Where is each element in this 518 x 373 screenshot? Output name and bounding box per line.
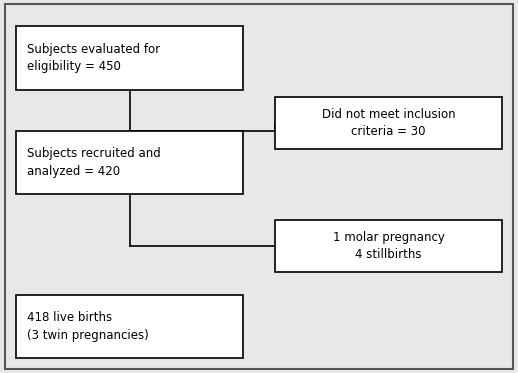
Text: Did not meet inclusion
criteria = 30: Did not meet inclusion criteria = 30 (322, 108, 455, 138)
Text: 1 molar pregnancy
4 stillbirths: 1 molar pregnancy 4 stillbirths (333, 231, 444, 261)
FancyBboxPatch shape (16, 26, 243, 90)
Text: Subjects evaluated for
eligibility = 450: Subjects evaluated for eligibility = 450 (27, 43, 160, 73)
FancyBboxPatch shape (275, 220, 502, 272)
FancyBboxPatch shape (275, 97, 502, 149)
FancyBboxPatch shape (16, 131, 243, 194)
Text: 418 live births
(3 twin pregnancies): 418 live births (3 twin pregnancies) (27, 311, 149, 342)
FancyBboxPatch shape (16, 295, 243, 358)
Text: Subjects recruited and
analyzed = 420: Subjects recruited and analyzed = 420 (27, 147, 161, 178)
